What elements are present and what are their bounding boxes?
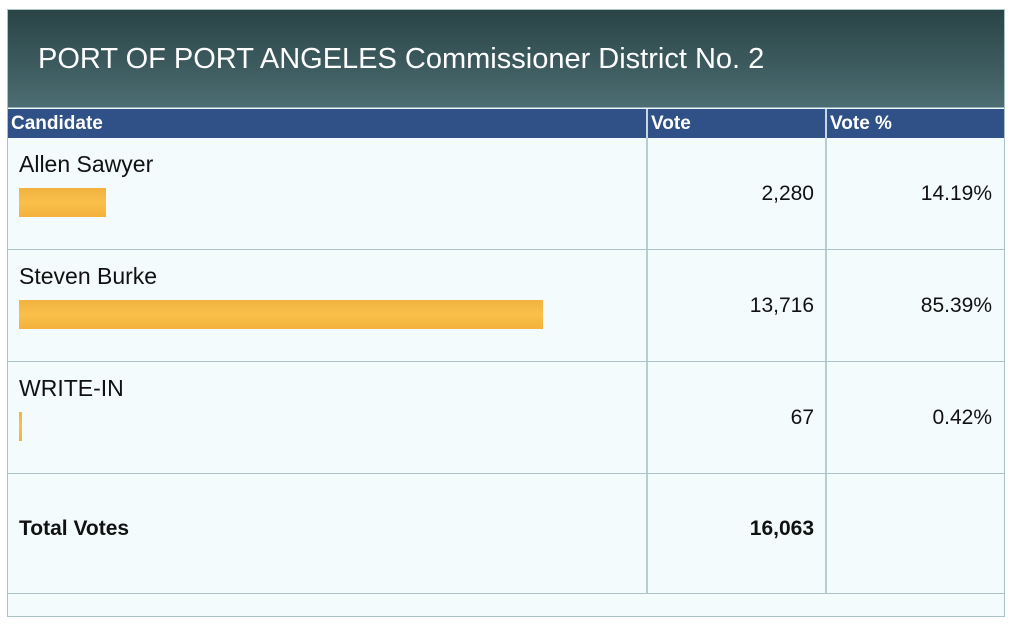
vote-share-bar xyxy=(19,188,106,217)
cell-divider xyxy=(646,362,648,473)
total-votes-label: Total Votes xyxy=(19,517,130,540)
table-row: WRITE-IN 67 0.42% xyxy=(8,362,1004,474)
cell-divider xyxy=(825,362,827,473)
table-row: Steven Burke 13,716 85.39% xyxy=(8,250,1004,362)
vote-count: 67 xyxy=(790,406,814,429)
cell-divider xyxy=(825,138,827,249)
column-header-vote-percent: Vote % xyxy=(830,113,892,134)
vote-count: 2,280 xyxy=(761,182,814,205)
column-header-candidate: Candidate xyxy=(11,113,103,134)
vote-count: 13,716 xyxy=(749,294,814,317)
cell-divider xyxy=(646,474,648,593)
total-votes-count: 16,063 xyxy=(749,517,814,540)
cell-divider xyxy=(646,250,648,361)
candidate-name: Steven Burke xyxy=(19,263,158,289)
column-header-row: Candidate Vote Vote % xyxy=(8,109,1004,138)
candidate-name: Allen Sawyer xyxy=(19,151,154,177)
vote-share-bar xyxy=(19,412,22,441)
cell-divider xyxy=(646,138,648,249)
candidate-name: WRITE-IN xyxy=(19,375,124,401)
vote-percent: 14.19% xyxy=(920,182,992,205)
total-votes-row: Total Votes 16,063 xyxy=(8,474,1004,594)
race-header: PORT OF PORT ANGELES Commissioner Distri… xyxy=(8,10,1004,108)
column-header-vote: Vote xyxy=(651,113,691,134)
column-divider xyxy=(646,109,648,138)
cell-divider xyxy=(825,474,827,593)
table-row: Allen Sawyer 2,280 14.19% xyxy=(8,138,1004,250)
vote-share-bar xyxy=(19,300,543,329)
race-results-panel: PORT OF PORT ANGELES Commissioner Distri… xyxy=(7,9,1005,617)
column-divider xyxy=(825,109,827,138)
vote-percent: 0.42% xyxy=(932,406,992,429)
cell-divider xyxy=(825,250,827,361)
vote-percent: 85.39% xyxy=(920,294,992,317)
race-title: PORT OF PORT ANGELES Commissioner Distri… xyxy=(38,43,765,75)
